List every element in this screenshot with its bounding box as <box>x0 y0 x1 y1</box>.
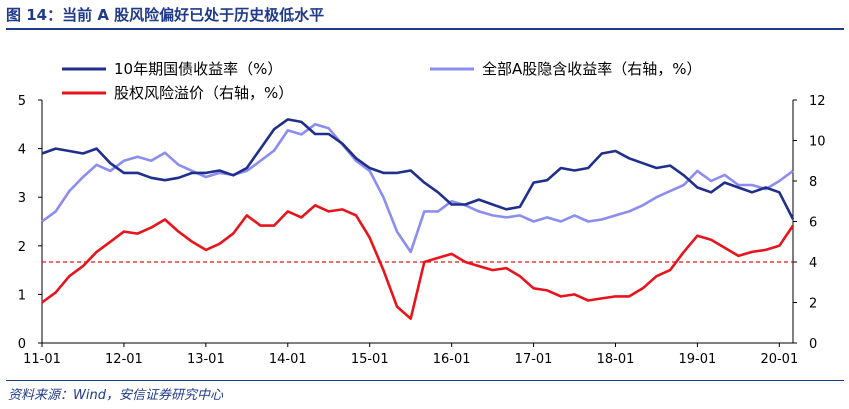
x-tick-label: 11-01 <box>23 352 61 367</box>
y-left-tick-label: 3 <box>18 191 26 206</box>
y-right-tick-label: 6 <box>809 216 817 231</box>
y-left-tick-label: 2 <box>18 240 26 255</box>
x-tick-label: 12-01 <box>105 352 143 367</box>
y-left-tick-label: 4 <box>18 143 26 158</box>
risk-premium-line <box>41 204 795 321</box>
y-left-tick-label: 0 <box>18 337 26 352</box>
y-right-tick-label: 10 <box>809 135 826 150</box>
source-note: 资料来源：Wind，安信证券研究中心 <box>8 388 223 403</box>
figure-title: 图 14：当前 A 股风险偏好已处于历史极低水平 <box>6 6 325 24</box>
y-right-tick-label: 0 <box>809 337 817 352</box>
y-left-tick-label: 1 <box>18 288 26 303</box>
y-right-tick-label: 8 <box>809 175 817 190</box>
x-tick-label: 13-01 <box>187 352 225 367</box>
y-right-tick-label: 4 <box>809 256 817 271</box>
legend-risk-premium-label: 股权风险溢价（右轴，%） <box>114 84 293 102</box>
legend-bond-yield-label: 10年期国债收益率（%） <box>114 60 282 78</box>
x-tick-label: 14-01 <box>269 352 307 367</box>
a-share-yield-line <box>41 123 794 254</box>
bond-yield-line <box>41 118 795 220</box>
x-tick-label: 20-01 <box>760 352 798 367</box>
y-right-tick-label: 12 <box>809 94 826 109</box>
x-tick-label: 15-01 <box>351 352 389 367</box>
y-right-tick-label: 2 <box>809 297 817 312</box>
x-tick-label: 19-01 <box>679 352 717 367</box>
x-tick-label: 18-01 <box>597 352 635 367</box>
legend-a-share-yield-label: 全部A股隐含收益率（右轴，%） <box>482 60 702 78</box>
y-left-tick-label: 5 <box>18 94 26 109</box>
title-rule <box>6 28 844 30</box>
x-tick-label: 16-01 <box>433 352 471 367</box>
source-rule <box>6 380 844 381</box>
x-tick-label: 17-01 <box>515 352 553 367</box>
